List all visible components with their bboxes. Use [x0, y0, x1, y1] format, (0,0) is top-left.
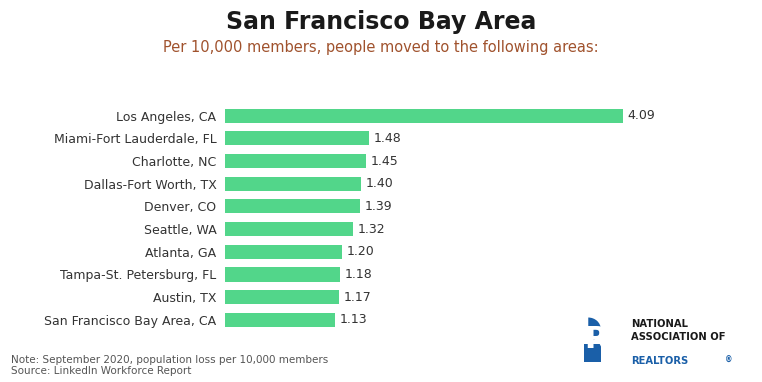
Text: Per 10,000 members, people moved to the following areas:: Per 10,000 members, people moved to the … [163, 40, 599, 55]
Bar [225, 290, 338, 304]
FancyBboxPatch shape [572, 317, 588, 363]
Bar [225, 108, 623, 123]
Text: 1.13: 1.13 [340, 313, 367, 326]
Text: 1.18: 1.18 [344, 268, 372, 281]
FancyBboxPatch shape [584, 344, 600, 363]
Text: 1.45: 1.45 [370, 154, 399, 168]
Bar [225, 176, 361, 191]
Wedge shape [588, 317, 600, 341]
Text: ®: ® [725, 356, 733, 365]
Text: 1.32: 1.32 [358, 223, 386, 236]
Text: Note: September 2020, population loss per 10,000 members
Source: LinkedIn Workfo: Note: September 2020, population loss pe… [11, 354, 328, 376]
Bar [225, 222, 354, 236]
Bar [225, 199, 360, 214]
Text: San Francisco Bay Area: San Francisco Bay Area [226, 10, 536, 34]
Bar [225, 131, 369, 145]
Text: 4.09: 4.09 [628, 109, 655, 122]
Text: 1.48: 1.48 [373, 132, 402, 145]
Text: REALTORS: REALTORS [631, 356, 688, 366]
Text: NATIONAL
ASSOCIATION OF: NATIONAL ASSOCIATION OF [631, 319, 725, 342]
Text: R: R [584, 325, 608, 354]
Text: 1.39: 1.39 [365, 200, 392, 213]
Bar [225, 154, 366, 168]
Text: 1.17: 1.17 [344, 291, 371, 304]
Text: 1.40: 1.40 [366, 177, 394, 190]
Bar [225, 245, 341, 259]
Text: 1.20: 1.20 [347, 245, 374, 258]
Bar [225, 267, 340, 282]
Bar [225, 313, 335, 327]
